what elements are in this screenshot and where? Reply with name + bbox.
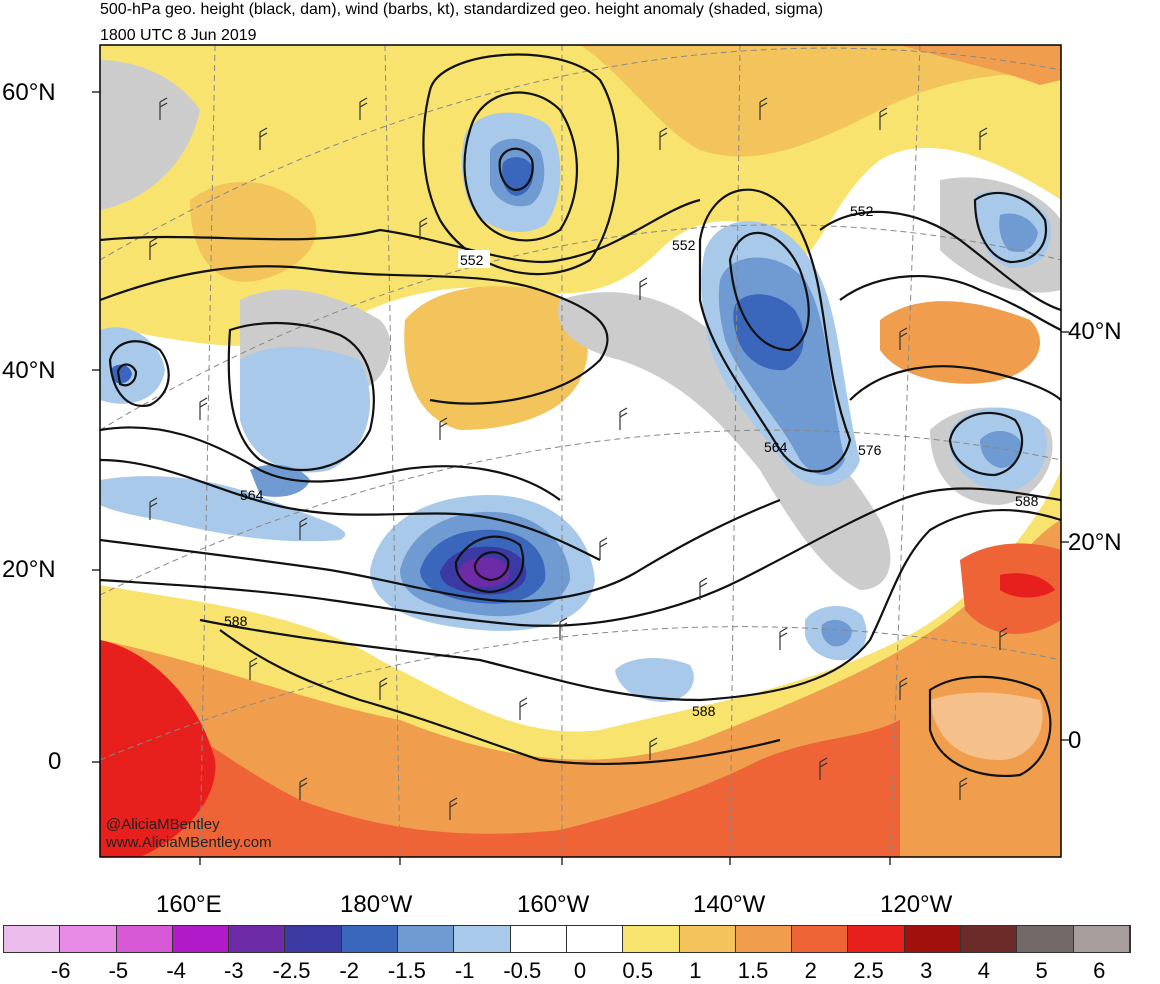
colorbar-swatch bbox=[510, 926, 567, 952]
colorbar-swatch bbox=[904, 926, 962, 952]
colorbar-label: -5 bbox=[108, 958, 129, 983]
lat-label-right: 40°N bbox=[1068, 318, 1122, 345]
lat-label-left: 0 bbox=[48, 748, 62, 775]
map-title: 500-hPa geo. height (black, dam), wind (… bbox=[100, 1, 824, 18]
colorbar-swatch bbox=[792, 926, 849, 952]
anomaly-negative-east-north-1 bbox=[999, 213, 1038, 252]
colorbar-swatch bbox=[1017, 926, 1074, 952]
anomaly-positive-north-1 bbox=[580, 45, 1061, 157]
anomaly-positive-southwest-2.5 bbox=[100, 640, 216, 857]
anomaly-negative-hawaii-east-core bbox=[821, 619, 852, 647]
anomaly-negative-east-low-1 bbox=[980, 431, 1022, 468]
anomaly-positive-east-core bbox=[1000, 573, 1055, 598]
contour-label: 564 bbox=[240, 487, 264, 503]
lat-label-left: 20°N bbox=[2, 556, 56, 583]
anomaly-positive-west bbox=[190, 181, 317, 282]
colorbar-swatch bbox=[848, 926, 905, 952]
colorbar bbox=[3, 925, 1131, 953]
colorbar-swatch bbox=[961, 926, 1018, 952]
map-frame bbox=[99, 44, 1062, 858]
colorbar-swatch bbox=[341, 926, 399, 952]
colorbar-label: 6 bbox=[1093, 958, 1106, 983]
lon-label: 160°E bbox=[156, 891, 222, 918]
colorbar-label: 1.5 bbox=[737, 958, 769, 983]
contour-label: 576 bbox=[858, 442, 882, 458]
colorbar-label: 2 bbox=[804, 958, 817, 983]
colorbar-label: 3 bbox=[920, 958, 933, 983]
colorbar-swatch bbox=[1073, 926, 1130, 952]
anomaly-negative-hawaii bbox=[615, 658, 694, 702]
colorbar-label: -3 bbox=[224, 958, 244, 983]
contour-label: 588 bbox=[1015, 493, 1039, 509]
height-contours bbox=[100, 53, 1061, 777]
anomaly-negative-far-west-core bbox=[112, 364, 132, 384]
colorbar-swatch bbox=[398, 926, 455, 952]
colorbar-swatch bbox=[735, 926, 793, 952]
colorbar-swatch bbox=[285, 926, 342, 952]
lat-label-right: 20°N bbox=[1068, 529, 1122, 556]
anomaly-neutral-south-white bbox=[930, 692, 1043, 760]
lat-label-right: 0 bbox=[1068, 727, 1082, 754]
colorbar-label: -1.5 bbox=[387, 958, 426, 983]
contour-label: 588 bbox=[692, 703, 716, 719]
anomaly-negative-west-band bbox=[100, 476, 346, 542]
colorbar-swatch bbox=[454, 926, 511, 952]
colorbar-swatch bbox=[60, 926, 117, 952]
colorbar-swatch bbox=[172, 926, 230, 952]
colorbar-label: 5 bbox=[1035, 958, 1048, 983]
anomaly-positive-south-2 bbox=[100, 690, 900, 857]
anomaly-negative-west-trough bbox=[240, 346, 370, 473]
colorbar-swatch bbox=[229, 926, 286, 952]
colorbar-label: 4 bbox=[977, 958, 991, 983]
lon-label: 180°W bbox=[340, 891, 413, 918]
anomaly-positive-north-1.5 bbox=[900, 45, 1061, 85]
colorbar-swatch bbox=[4, 926, 61, 952]
colorbar-label: -2.5 bbox=[272, 958, 311, 983]
contour-label: 552 bbox=[672, 237, 696, 253]
graticule bbox=[100, 45, 1061, 857]
lon-label: 160°W bbox=[517, 891, 590, 918]
lat-label-left: 60°N bbox=[2, 79, 56, 106]
colorbar-swatch bbox=[566, 926, 624, 952]
lon-label: 140°W bbox=[693, 891, 766, 918]
contour-label: 552 bbox=[850, 203, 874, 219]
contour-label: 552 bbox=[460, 252, 484, 268]
contour-label: 564 bbox=[764, 439, 788, 455]
axis-ticks bbox=[92, 91, 1069, 865]
colorbar-label: 2.5 bbox=[853, 958, 884, 983]
contour-label: 588 bbox=[224, 613, 248, 629]
colorbar-label: 0.5 bbox=[622, 958, 653, 983]
colorbar-label: -1 bbox=[454, 958, 475, 983]
colorbar-label: -6 bbox=[50, 958, 71, 983]
colorbar-swatch bbox=[623, 926, 680, 952]
colorbar-label: -2 bbox=[339, 958, 359, 983]
credit-handle: @AliciaMBentley bbox=[106, 816, 220, 833]
colorbar-label: 0 bbox=[573, 958, 587, 983]
colorbar-label: 1 bbox=[689, 958, 702, 983]
lon-label: 120°W bbox=[880, 891, 953, 918]
credit-url: www.AliciaMBentley.com bbox=[106, 834, 272, 851]
anomaly-negative-gulf-alaska-1.5 bbox=[733, 294, 804, 371]
valid-time: 1800 UTC 8 Jun 2019 bbox=[100, 27, 257, 44]
weather-map: 552 552 552 564 564 576 588 588 588 bbox=[92, 44, 1069, 865]
colorbar-label: -0.5 bbox=[503, 958, 542, 983]
anomaly-grey-central bbox=[558, 292, 891, 590]
anomaly-positive-east-north bbox=[880, 301, 1040, 384]
colorbar-label: -4 bbox=[166, 958, 186, 983]
colorbar-swatch bbox=[116, 926, 173, 952]
anomaly-grey-northwest bbox=[100, 60, 200, 210]
colorbar-swatch bbox=[679, 926, 736, 952]
lat-label-left: 40°N bbox=[2, 357, 56, 384]
